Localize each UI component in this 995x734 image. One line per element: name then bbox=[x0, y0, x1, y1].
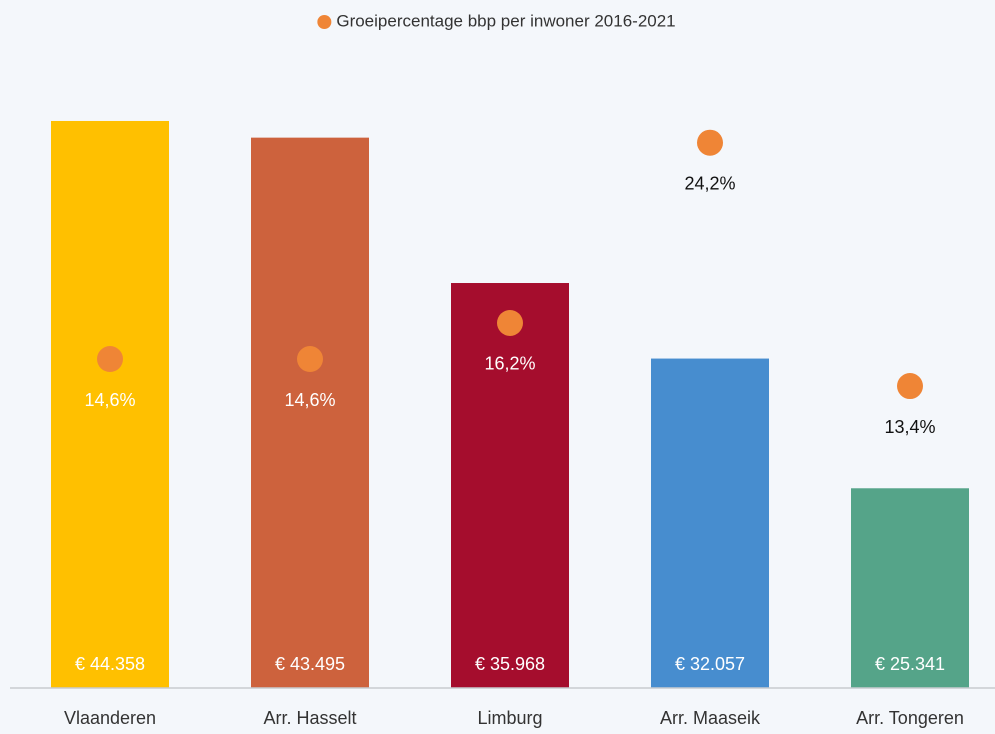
bar bbox=[451, 283, 569, 688]
bar bbox=[51, 120, 169, 689]
bar bbox=[651, 358, 769, 688]
x-tick-label: Vlaanderen bbox=[64, 708, 156, 728]
bar-value-label: € 32.057 bbox=[675, 654, 745, 674]
bar-value-label: € 35.968 bbox=[475, 654, 545, 674]
dot-value-label: 14,6% bbox=[284, 390, 335, 410]
bar bbox=[851, 488, 969, 688]
dot-value-label: 24,2% bbox=[684, 173, 735, 193]
dot bbox=[297, 346, 323, 373]
dot-value-label: 16,2% bbox=[484, 354, 535, 374]
legend-marker bbox=[317, 15, 332, 29]
bar-value-label: € 44.358 bbox=[75, 654, 145, 674]
dot bbox=[697, 129, 723, 156]
legend-label: Groeipercentage bbp per inwoner 2016-202… bbox=[336, 11, 675, 30]
dot bbox=[497, 309, 523, 336]
dot-value-label: 13,4% bbox=[884, 417, 935, 437]
x-tick-label: Limburg bbox=[477, 708, 542, 728]
x-tick-label: Arr. Maaseik bbox=[660, 708, 761, 728]
bar-value-label: € 43.495 bbox=[275, 654, 345, 674]
bar bbox=[251, 137, 369, 689]
x-tick-label: Arr. Hasselt bbox=[263, 708, 356, 728]
dot bbox=[97, 346, 123, 373]
bar-value-label: € 25.341 bbox=[875, 654, 945, 674]
dot-value-label: 14,6% bbox=[84, 390, 135, 410]
x-tick-label: Arr. Tongeren bbox=[856, 708, 964, 728]
dot bbox=[897, 373, 923, 400]
